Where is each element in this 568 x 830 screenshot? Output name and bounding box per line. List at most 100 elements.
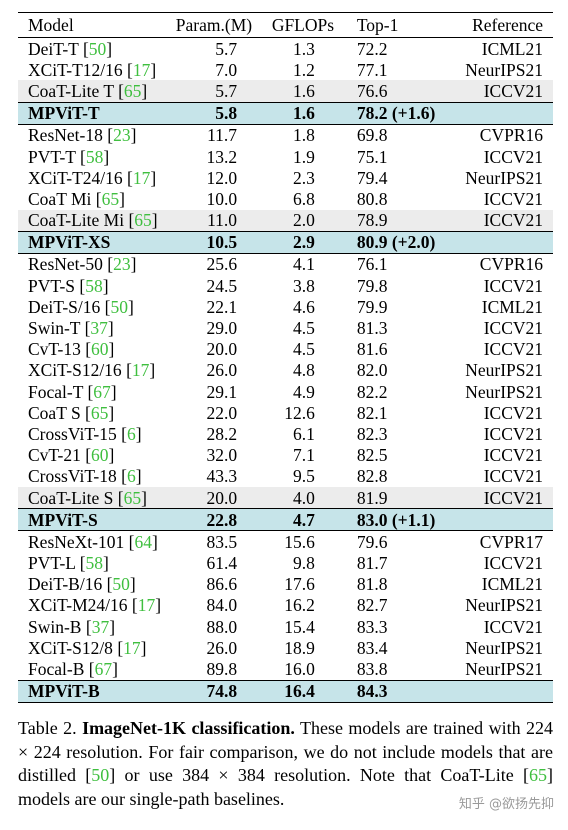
caption-citation-2[interactable]: 65 <box>529 765 547 785</box>
cell-model: MPViT-B <box>18 680 167 703</box>
model-citation[interactable]: 58 <box>85 553 104 574</box>
model-citation[interactable]: 65 <box>123 487 142 508</box>
cell-model: MPViT-T <box>18 102 167 125</box>
cell-top1: 82.3 <box>356 423 388 444</box>
cell-model: Focal-B [67] <box>18 658 167 681</box>
model-citation[interactable]: 23 <box>113 125 131 146</box>
model-name: Swin-B <box>28 616 82 637</box>
cell-top1: 81.6 <box>356 339 388 360</box>
model-citation[interactable]: 65 <box>90 402 109 423</box>
table-row: PVT-T [58] 13.2 1.9 75.1 ICCV21 <box>18 146 553 167</box>
model-citation[interactable]: 37 <box>91 616 110 637</box>
cell-top1: 83.4 <box>356 637 388 658</box>
cell-param: 26.0 <box>206 637 238 658</box>
cell-model: MPViT-XS <box>18 231 167 254</box>
model-citation[interactable]: 64 <box>134 531 152 552</box>
model-name: MPViT-XS <box>28 232 111 253</box>
model-citation[interactable]: 17 <box>123 637 141 658</box>
cell-model: Swin-T [37] <box>28 318 114 339</box>
model-citation[interactable]: 60 <box>91 339 109 360</box>
model-citation[interactable]: 60 <box>91 445 109 466</box>
cell-param: 25.6 <box>206 254 238 275</box>
model-citation[interactable]: 50 <box>88 38 107 59</box>
caption-citation-1[interactable]: 50 <box>91 765 110 785</box>
model-name: CvT-21 <box>28 445 81 466</box>
cell-top1: 82.0 <box>356 360 388 381</box>
table-row: DeiT-B/16 [50] 86.6 17.6 81.8 ICML21 <box>18 574 553 595</box>
cell-gflops: 15.4 <box>284 616 315 637</box>
results-table: Model Param.(M) GFLOPs Top-1 Reference D… <box>18 12 553 703</box>
model-citation[interactable]: 65 <box>101 188 120 209</box>
model-name: XCiT-S12/16 <box>28 360 122 381</box>
header-gflops: GFLOPs <box>261 12 345 38</box>
cell-model: ResNet-18 [23] <box>28 125 137 146</box>
table-row: CrossViT-18 [6] 43.3 9.5 82.8 ICCV21 <box>18 466 553 487</box>
cell-gflops: 4.5 <box>292 339 315 360</box>
cell-gflops: 16.0 <box>261 658 345 681</box>
model-name: CoaT-Lite T <box>28 80 114 101</box>
cell-model: PVT-T [58] <box>28 146 110 167</box>
model-citation[interactable]: 6 <box>126 466 136 487</box>
cell-reference: ICCV21 <box>483 445 543 466</box>
cell-gflops: 6.8 <box>292 188 315 209</box>
cell-reference: ICCV21 <box>483 339 543 360</box>
table-row: ResNeXt-101 [64] 83.5 15.6 79.6 CVPR17 <box>18 531 553 553</box>
table-row: CvT-21 [60] 32.0 7.1 82.5 ICCV21 <box>18 445 553 466</box>
model-citation[interactable]: 17 <box>131 360 150 381</box>
model-citation[interactable]: 67 <box>93 381 111 402</box>
cell-gflops: 15.6 <box>284 531 315 552</box>
model-citation[interactable]: 17 <box>137 595 156 616</box>
model-citation[interactable]: 37 <box>90 318 108 339</box>
model-citation[interactable]: 17 <box>132 59 151 80</box>
cell-model: ResNet-50 [23] <box>28 254 137 275</box>
model-citation[interactable]: 67 <box>94 659 113 680</box>
cell-gflops: 1.3 <box>292 38 315 59</box>
model-citation[interactable]: 50 <box>112 574 130 595</box>
cell-gflops: 7.1 <box>292 445 315 466</box>
cell-model: DeiT-T [50] <box>28 38 113 59</box>
cell-top1: 83.0 (+1.1) <box>344 508 455 532</box>
model-citation[interactable]: 58 <box>85 146 104 167</box>
cell-top1: 81.9 <box>344 486 455 510</box>
cell-gflops: 6.1 <box>292 423 315 444</box>
cell-reference: ICCV21 <box>454 80 553 103</box>
header-top1: Top-1 <box>344 12 455 38</box>
cell-top1: 84.3 <box>344 680 455 703</box>
cell-reference: ICCV21 <box>483 188 543 209</box>
cell-model: CvT-13 [60] <box>28 339 115 360</box>
header-model: Model <box>18 12 167 38</box>
cell-reference: ICCV21 <box>454 486 553 510</box>
cell-gflops: 4.6 <box>292 296 315 317</box>
model-citation[interactable]: 65 <box>134 210 152 231</box>
cell-top1: 79.9 <box>356 296 388 317</box>
model-name: Swin-T <box>28 318 81 339</box>
caption-text-3: ] models are our single-path baselines. <box>18 765 553 809</box>
table-row: Swin-T [37] 29.0 4.5 81.3 ICCV21 <box>18 317 553 338</box>
cell-param: 5.7 <box>215 38 238 59</box>
model-citation[interactable]: 58 <box>85 275 103 296</box>
cell-gflops: 9.5 <box>292 466 315 487</box>
cell-model: ResNeXt-101 [64] <box>28 531 158 552</box>
cell-param: 11.0 <box>166 209 262 232</box>
model-citation[interactable]: 23 <box>113 254 131 275</box>
cell-model: CoaT-Lite S [65] <box>18 486 167 510</box>
cell-param: 10.5 <box>166 231 262 254</box>
table-row: CoaT-Lite Mi [65] 11.0 2.0 78.9 ICCV21 <box>18 209 553 232</box>
cell-gflops: 18.9 <box>284 637 315 658</box>
cell-reference: ICML21 <box>481 38 543 59</box>
model-citation[interactable]: 6 <box>126 423 136 444</box>
model-citation[interactable]: 65 <box>123 80 142 101</box>
model-name: PVT-T <box>28 146 76 167</box>
model-name: PVT-L <box>28 553 76 574</box>
cell-top1: 82.2 <box>356 381 388 402</box>
table-header-row: Model Param.(M) GFLOPs Top-1 Reference <box>18 12 553 38</box>
cell-reference: CVPR17 <box>479 531 543 552</box>
model-citation[interactable]: 50 <box>110 296 128 317</box>
model-name: DeiT-T <box>28 38 79 59</box>
cell-model: CoaT-Lite Mi [65] <box>18 209 167 232</box>
model-citation[interactable]: 17 <box>132 167 151 188</box>
cell-gflops: 2.3 <box>292 167 315 188</box>
cell-reference: NeurIPS21 <box>465 59 543 80</box>
cell-model: CrossViT-18 [6] <box>28 466 142 487</box>
table-row: PVT-L [58] 61.4 9.8 81.7 ICCV21 <box>18 553 553 574</box>
